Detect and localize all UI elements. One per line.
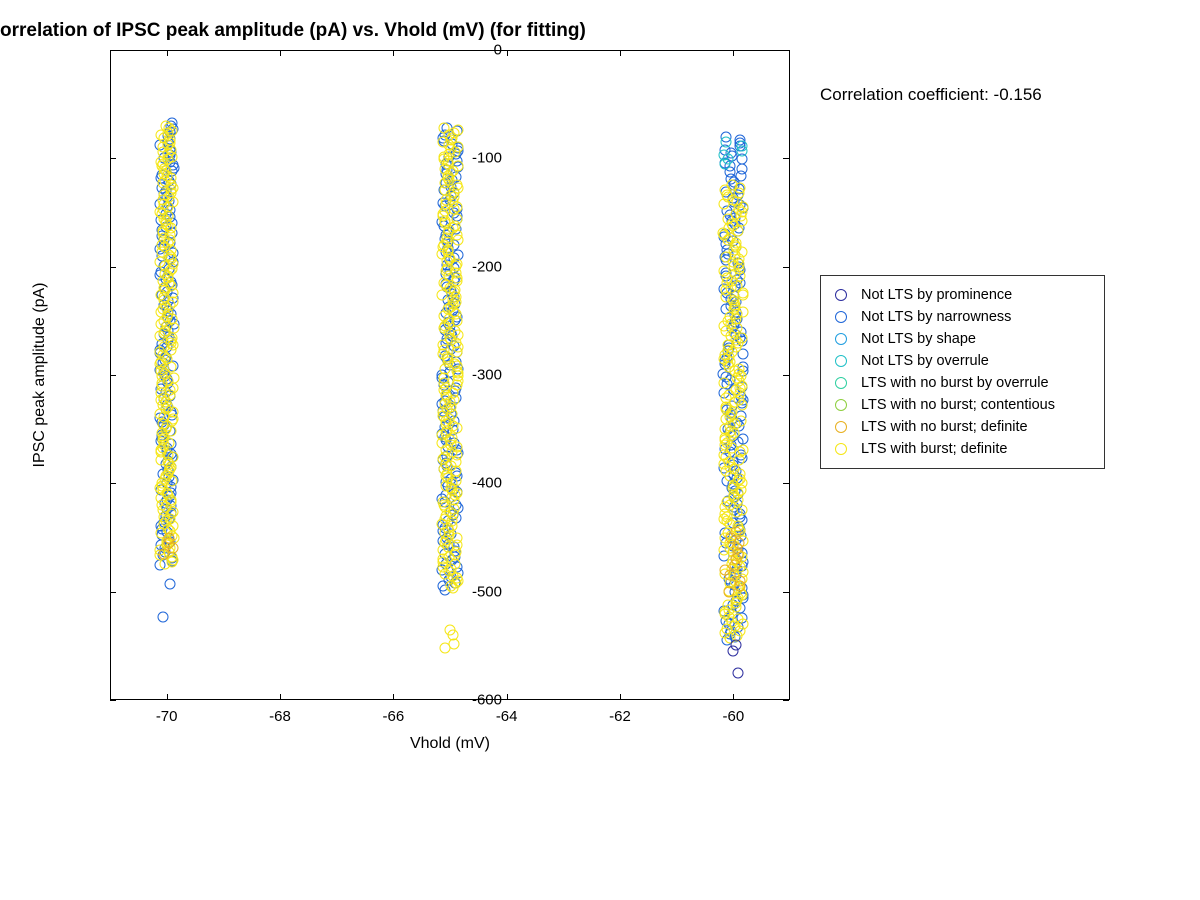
legend-label: Not LTS by prominence [861, 287, 1012, 303]
ytick-label: -500 [472, 583, 502, 600]
legend-item: Not LTS by prominence [831, 284, 1094, 306]
legend-marker [835, 355, 847, 367]
legend-marker [835, 333, 847, 345]
legend-label: LTS with burst; definite [861, 441, 1007, 457]
legend-marker [835, 311, 847, 323]
legend-marker [835, 377, 847, 389]
legend-label: LTS with no burst; contentious [861, 397, 1055, 413]
legend-label: Not LTS by shape [861, 331, 976, 347]
legend-item: LTS with no burst; contentious [831, 394, 1094, 416]
ytick-label: 0 [494, 42, 502, 59]
xtick-label: -68 [269, 708, 291, 725]
legend-marker [835, 399, 847, 411]
legend-label: LTS with no burst by overrule [861, 375, 1049, 391]
xtick-label: -62 [609, 708, 631, 725]
legend-label: LTS with no burst; definite [861, 419, 1028, 435]
legend-item: Not LTS by narrowness [831, 306, 1094, 328]
legend-item: LTS with burst; definite [831, 438, 1094, 460]
legend-marker [835, 289, 847, 301]
legend-label: Not LTS by overrule [861, 353, 989, 369]
x-axis-label: Vhold (mV) [410, 735, 490, 753]
chart-title: orrelation of IPSC peak amplitude (pA) v… [0, 20, 586, 42]
legend-marker [835, 443, 847, 455]
xtick-label: -64 [496, 708, 518, 725]
legend: Not LTS by prominence Not LTS by narrowne… [820, 275, 1105, 469]
legend-item: Not LTS by overrule [831, 350, 1094, 372]
ytick-label: -300 [472, 367, 502, 384]
plot-area [110, 50, 790, 700]
ytick-label: -100 [472, 150, 502, 167]
ytick-label: -200 [472, 258, 502, 275]
correlation-annotation: Correlation coefficient: -0.156 [820, 85, 1042, 105]
xtick-label: -70 [156, 708, 178, 725]
legend-label: Not LTS by narrowness [861, 309, 1011, 325]
legend-marker [835, 421, 847, 433]
xtick-label: -66 [382, 708, 404, 725]
legend-item: LTS with no burst by overrule [831, 372, 1094, 394]
legend-item: LTS with no burst; definite [831, 416, 1094, 438]
ytick-label: -400 [472, 475, 502, 492]
xtick-label: -60 [722, 708, 744, 725]
legend-item: Not LTS by shape [831, 328, 1094, 350]
ytick-label: -600 [472, 692, 502, 709]
y-axis-label: IPSC peak amplitude (pA) [31, 283, 49, 468]
